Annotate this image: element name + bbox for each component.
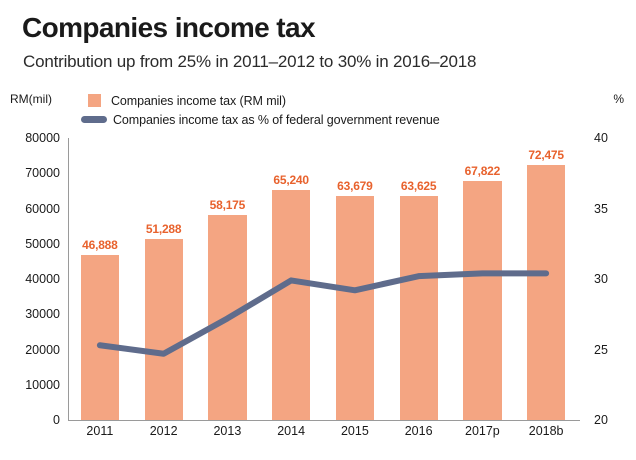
left-axis-tick-label: 50000	[25, 236, 60, 251]
bar	[272, 190, 311, 420]
x-axis-tick-label: 2014	[277, 424, 306, 438]
x-axis-line	[68, 420, 580, 421]
bar-value-label: 46,888	[82, 237, 118, 252]
x-axis-tick-label: 2018b	[528, 424, 564, 438]
right-axis-tick-label: 40	[594, 131, 608, 145]
bar	[463, 180, 502, 420]
left-axis-unit-label: RM(mil)	[10, 92, 52, 106]
right-axis-tick-label: 20	[594, 413, 608, 427]
page-title: Companies income tax	[22, 12, 316, 43]
bar	[335, 195, 374, 420]
legend-item-bar-series: Companies income tax (RM mil)	[88, 92, 558, 109]
bar-value-label: 72,475	[528, 147, 564, 162]
x-axis-tick-label: 2013	[213, 424, 242, 438]
left-axis-tick-label: 20000	[25, 342, 60, 357]
line-series-path	[96, 270, 550, 357]
bar-value-label: 63,625	[400, 178, 437, 193]
bar	[527, 164, 566, 420]
left-axis-tick-label: 0	[53, 413, 60, 427]
legend-item-label: Companies income tax (RM mil)	[111, 93, 286, 108]
chart-subtitle: Contribution up from 25% in 2011–2012 to…	[23, 52, 477, 71]
bar	[144, 239, 183, 420]
legend-bar-swatch-icon	[88, 94, 101, 107]
x-axis-tick-label: 2011	[86, 424, 114, 438]
left-axis-tick-label: 30000	[25, 307, 60, 322]
plot-area: 0 10000 20000 30000 40000 50000 60000 70000 8000…	[25, 131, 608, 438]
bar-value-label: 58,175	[209, 197, 246, 212]
left-axis-tick-label: 70000	[25, 166, 60, 181]
x-axis-tick-label: 2015	[340, 424, 369, 438]
right-axis-tick-label: 35	[594, 201, 608, 216]
left-axis-tick-label: 60000	[25, 201, 60, 216]
line-series	[96, 270, 550, 357]
left-axis-tick-label: 80000	[25, 131, 60, 145]
right-axis-tick-label: 30	[594, 272, 608, 286]
left-axis-tick-label: 10000	[25, 377, 60, 392]
x-axis-tick-label: 2017p	[464, 424, 500, 438]
bar-value-label: 63,679	[337, 178, 373, 193]
x-axis-tick-label: 2012	[149, 424, 178, 438]
chart-legend: Companies income tax (RM mil) Companies …	[81, 92, 558, 130]
legend-item-line-series: Companies income tax as % of federal gov…	[81, 111, 558, 128]
bar	[80, 254, 119, 420]
bar-value-label: 65,240	[273, 173, 309, 188]
legend-line-swatch-icon	[81, 116, 107, 123]
bar-value-label: 51,288	[145, 222, 182, 237]
right-axis-unit-label: %	[613, 92, 624, 106]
y-axis-line	[68, 138, 69, 421]
x-axis-tick-label: 2016	[404, 424, 433, 438]
right-axis-tick-label: 25	[594, 342, 608, 357]
legend-item-label: Companies income tax as % of federal gov…	[113, 112, 440, 127]
left-axis-tick-label: 40000	[25, 272, 60, 286]
bar	[399, 195, 438, 420]
bar-value-label: 67,822	[464, 163, 501, 178]
